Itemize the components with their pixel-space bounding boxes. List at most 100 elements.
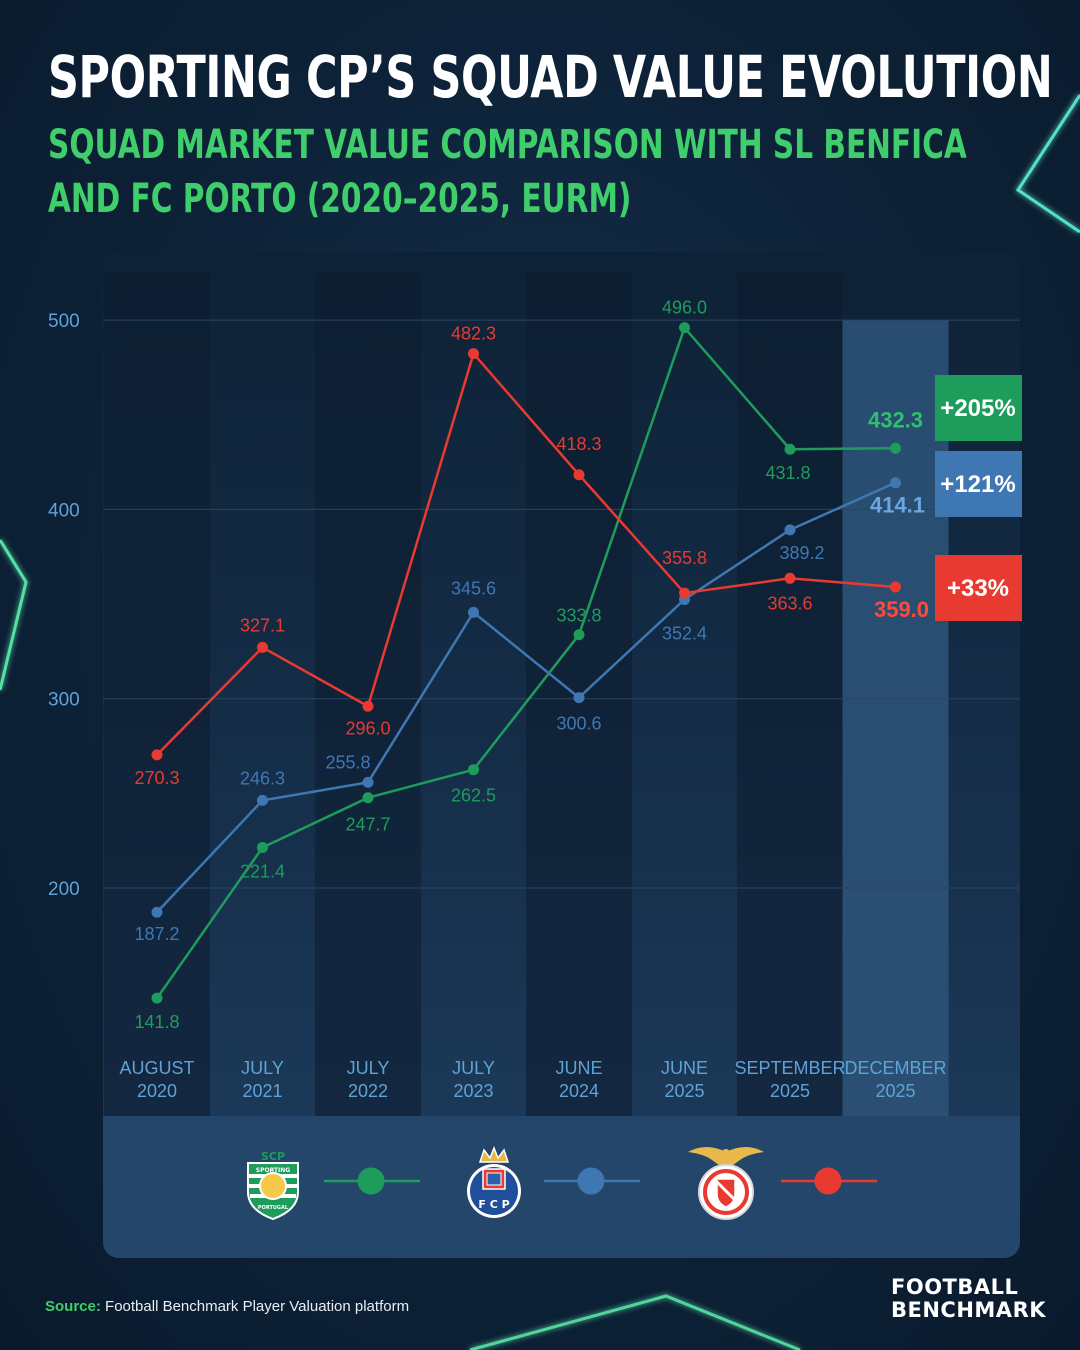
x-tick-label: 2025 <box>875 1081 915 1101</box>
porto-shield-inner <box>486 1172 502 1186</box>
porto-growth-label: +121% <box>940 471 1015 498</box>
benfica-data-point <box>679 587 690 599</box>
sporting-crest-bottom-text: PORTUGAL <box>258 1205 289 1211</box>
y-tick-label: 400 <box>48 500 80 521</box>
sporting-data-point <box>362 792 374 804</box>
porto-legend-marker <box>577 1167 605 1195</box>
x-tick-label: JULY <box>347 1058 390 1078</box>
porto-letters: F C P <box>478 1198 509 1211</box>
benfica-data-point <box>362 700 374 712</box>
porto-data-point <box>362 776 374 788</box>
porto-data-label: 300.6 <box>556 714 601 734</box>
porto-data-point <box>151 906 163 918</box>
page-subtitle: SQUAD MARKET VALUE COMPARISON WITH SL BE… <box>48 118 967 226</box>
porto-data-label: 246.3 <box>240 768 285 788</box>
porto-data-label: 255.8 <box>325 752 370 772</box>
sporting-series-line <box>155 325 896 999</box>
x-tick-label: SEPTEMBER <box>734 1058 845 1078</box>
porto-data-point <box>890 477 901 489</box>
sporting-data-label: 262.5 <box>451 786 496 806</box>
porto-ring <box>470 1167 518 1215</box>
sporting-crest: SCP SPORTING PORTUGAL <box>244 1148 302 1225</box>
porto-data-label: 352.4 <box>662 624 707 644</box>
sporting-data-label: 247.7 <box>345 815 390 835</box>
benfica-data-point <box>573 469 585 481</box>
x-tick-label: 2020 <box>137 1081 177 1101</box>
benfica-data-label: 296.0 <box>345 718 390 738</box>
benfica-data-point <box>257 641 268 653</box>
porto-data-label: 187.2 <box>134 924 179 944</box>
subtitle-line-2: AND FC PORTO (2020–2025, EURM) <box>48 176 632 222</box>
x-tick-label: DECEMBER <box>844 1058 946 1078</box>
sporting-data-point <box>468 764 479 776</box>
x-tick-label: JULY <box>452 1058 495 1078</box>
brand-logo: FOOTBALL BENCHMARK <box>891 1276 1046 1322</box>
x-tick-label: 2021 <box>242 1081 282 1101</box>
sporting-data-label: 431.8 <box>765 463 810 483</box>
porto-data-label: 345.6 <box>451 578 496 598</box>
highlight-column <box>842 320 949 1116</box>
x-tick-label: AUGUST <box>119 1058 194 1078</box>
x-tick-label: JULY <box>241 1058 284 1078</box>
x-tick-label: 2023 <box>453 1081 493 1101</box>
benfica-legend-marker <box>814 1167 842 1195</box>
neon-decoration <box>0 94 1080 1350</box>
benfica-crest <box>686 1142 766 1227</box>
sporting-data-label: 333.8 <box>556 606 601 626</box>
porto-data-point <box>468 606 479 618</box>
sporting-data-point <box>151 992 163 1004</box>
neon-line-left <box>0 539 28 691</box>
benfica-data-label: 327.1 <box>240 615 285 635</box>
neon-line-right <box>1015 94 1080 234</box>
benfica-data-label: 482.3 <box>451 324 496 344</box>
y-tick-label: 200 <box>48 879 80 900</box>
column-stripe <box>315 272 421 1116</box>
porto-data-point <box>784 524 796 536</box>
porto-growth-badge <box>935 451 1022 517</box>
sporting-data-point <box>679 322 690 334</box>
x-tick-label: 2025 <box>770 1081 810 1101</box>
sporting-data-point <box>784 443 796 455</box>
benfica-data-label: 355.8 <box>662 548 707 568</box>
column-stripe <box>737 272 843 1116</box>
sporting-emblem <box>259 1172 287 1200</box>
porto-data-point <box>573 692 585 704</box>
benfica-data-label: 418.3 <box>556 434 601 454</box>
benfica-data-point <box>468 348 479 360</box>
porto-data-label: 414.1 <box>870 493 925 518</box>
porto-data-point <box>257 794 268 806</box>
benfica-band <box>715 1180 737 1202</box>
porto-crown <box>478 1145 510 1163</box>
column-stripe <box>104 272 210 1116</box>
benfica-ring <box>703 1169 749 1215</box>
brand-line-2: BENCHMARK <box>891 1298 1047 1322</box>
benfica-data-point <box>890 581 901 593</box>
benfica-eagle-head <box>722 1149 730 1157</box>
benfica-data-label: 363.6 <box>767 593 812 613</box>
sporting-crest-top-text: SCP <box>261 1150 285 1163</box>
benfica-data-point <box>151 749 163 761</box>
sporting-crest-ring-text: SPORTING <box>256 1167 291 1174</box>
benfica-growth-label: +33% <box>947 575 1009 602</box>
sporting-data-point <box>890 442 901 454</box>
sporting-data-point <box>257 841 268 853</box>
y-tick-label: 500 <box>48 311 80 332</box>
subtitle-line-1: SQUAD MARKET VALUE COMPARISON WITH SL BE… <box>48 122 967 168</box>
x-tick-label: JUNE <box>661 1058 708 1078</box>
sporting-data-label: 141.8 <box>134 1012 179 1032</box>
x-tick-label: 2025 <box>664 1081 704 1101</box>
sporting-data-label: 221.4 <box>240 861 285 881</box>
brand-line-1: FOOTBALL <box>891 1275 1019 1299</box>
sporting-data-label: 496.0 <box>662 298 707 318</box>
page-title: SPORTING CP’S SQUAD VALUE EVOLUTION <box>48 43 1053 111</box>
benfica-series-line <box>156 351 896 756</box>
benfica-data-point <box>784 572 796 584</box>
sporting-growth-badge <box>935 375 1022 441</box>
benfica-growth-badge <box>935 555 1022 621</box>
sporting-growth-label: +205% <box>940 395 1015 422</box>
neon-line-bottom <box>469 1294 801 1350</box>
source-note: Source: Football Benchmark Player Valuat… <box>45 1298 409 1315</box>
sporting-data-label: 432.3 <box>868 407 923 432</box>
sporting-data-point <box>573 629 585 641</box>
